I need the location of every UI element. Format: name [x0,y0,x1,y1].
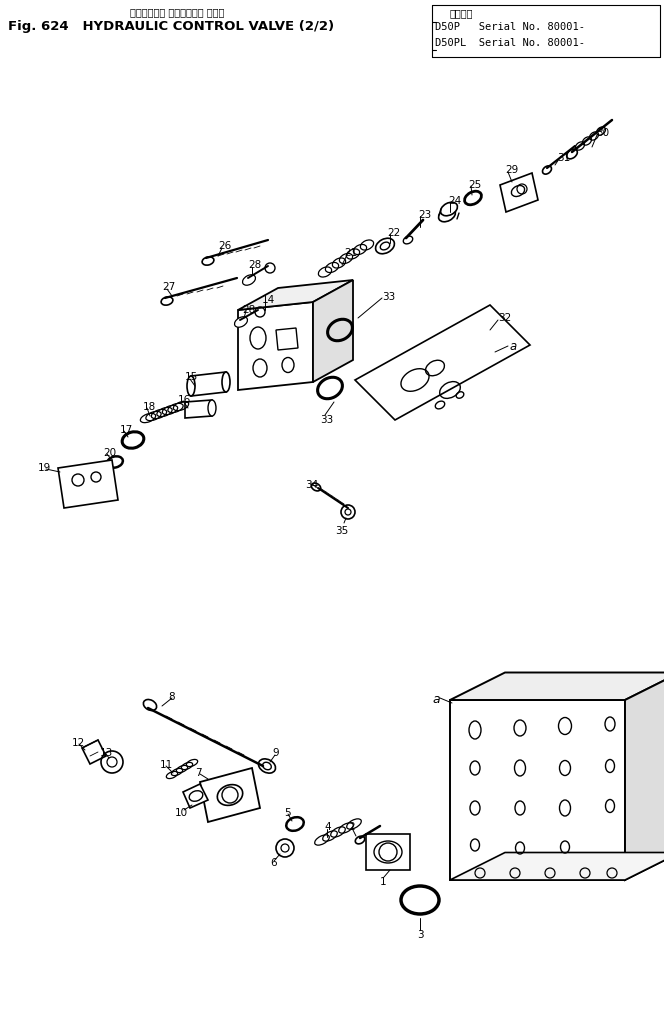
Text: a: a [432,693,440,706]
Ellipse shape [222,372,230,392]
Polygon shape [58,460,118,508]
Text: 35: 35 [335,526,349,536]
Ellipse shape [441,202,457,216]
Text: 16: 16 [178,395,191,405]
Ellipse shape [143,700,157,711]
Ellipse shape [242,275,256,285]
Polygon shape [82,740,106,764]
Text: 21: 21 [344,248,357,258]
Text: 31: 31 [557,153,570,163]
Text: 8: 8 [168,692,175,702]
Text: 33: 33 [382,292,395,302]
Polygon shape [276,328,298,350]
Polygon shape [185,400,212,418]
Text: 30: 30 [596,128,609,138]
Text: ハイドロック コントロール バルブ: ハイドロック コントロール バルブ [130,7,224,17]
Text: 14: 14 [262,295,276,305]
Text: 3: 3 [417,930,424,940]
Text: D50P   Serial No. 80001-: D50P Serial No. 80001- [435,22,585,32]
Text: 25: 25 [468,180,481,190]
Text: 28: 28 [242,305,255,315]
Polygon shape [450,672,664,700]
Polygon shape [355,305,530,420]
Ellipse shape [542,166,552,174]
Polygon shape [450,700,625,880]
Text: 1: 1 [380,877,386,887]
Text: 7: 7 [195,768,202,778]
Ellipse shape [234,316,248,327]
Text: 18: 18 [143,402,156,412]
Text: Fig. 624   HYDRAULIC CONTROL VALVE (2/2): Fig. 624 HYDRAULIC CONTROL VALVE (2/2) [8,20,334,33]
Text: D50PL  Serial No. 80001-: D50PL Serial No. 80001- [435,38,585,48]
Polygon shape [366,834,410,870]
Text: 34: 34 [305,480,318,490]
Polygon shape [450,852,664,880]
Text: 26: 26 [218,241,231,251]
Text: 33: 33 [320,415,333,425]
Polygon shape [313,280,353,382]
Text: 20: 20 [103,448,116,458]
Text: 27: 27 [162,282,175,292]
Text: 適用機種: 適用機種 [450,8,473,18]
Polygon shape [191,372,226,396]
Text: 2: 2 [348,822,355,832]
Ellipse shape [208,400,216,416]
Text: 9: 9 [272,747,279,758]
Text: a: a [510,340,517,353]
Polygon shape [238,302,313,390]
Text: 23: 23 [418,210,431,220]
Ellipse shape [566,149,577,159]
Polygon shape [500,173,538,212]
Text: 22: 22 [387,228,400,238]
Ellipse shape [161,297,173,305]
Text: 17: 17 [120,425,133,435]
Text: 15: 15 [185,372,199,382]
Text: 13: 13 [100,747,114,758]
Text: 19: 19 [38,463,51,473]
Polygon shape [200,768,260,822]
Text: 24: 24 [448,196,461,206]
Ellipse shape [311,483,321,491]
Text: 12: 12 [72,738,85,747]
Text: 5: 5 [284,807,291,818]
Polygon shape [183,784,208,807]
Text: 4: 4 [324,822,331,832]
Text: 10: 10 [175,807,188,818]
Polygon shape [238,280,353,310]
Text: 29: 29 [505,165,518,175]
Ellipse shape [376,238,394,254]
Text: 6: 6 [270,858,277,868]
Ellipse shape [438,208,456,222]
Text: 11: 11 [160,760,173,770]
Ellipse shape [202,257,214,265]
Ellipse shape [187,376,195,396]
Text: 32: 32 [498,313,511,323]
Ellipse shape [258,759,276,773]
Ellipse shape [403,236,413,244]
Polygon shape [625,672,664,880]
Text: 28: 28 [248,260,261,270]
Ellipse shape [355,836,365,844]
